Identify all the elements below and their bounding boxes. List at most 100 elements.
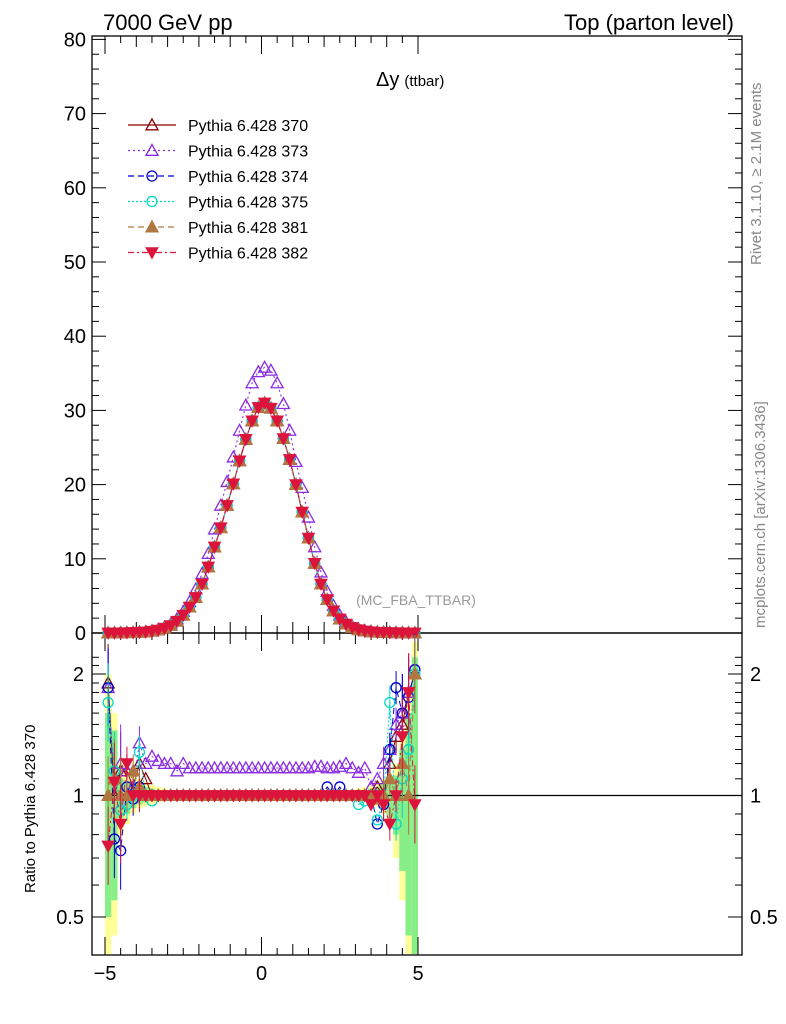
ratio-point: [382, 818, 397, 832]
mcplots-label: mcplots.cern.ch [arXiv:1306.3436]: [752, 401, 769, 628]
data-point: [201, 561, 216, 574]
ratio-series-s382: [101, 653, 422, 886]
legend-marker: [145, 247, 159, 260]
ratio-point: [357, 790, 372, 803]
ratio-point: [371, 814, 383, 826]
data-point: [270, 415, 284, 428]
ratio-point: [288, 760, 304, 774]
data-point: [270, 375, 285, 389]
ratio-point: [388, 717, 404, 730]
ratio-point: [151, 753, 166, 767]
y-tick-label: 40: [64, 326, 86, 348]
ratio-point: [194, 760, 210, 774]
data-point: [232, 455, 247, 468]
ratio-point: [163, 756, 178, 769]
data-point: [245, 415, 259, 428]
ratio-point: [251, 760, 266, 774]
data-point: [213, 522, 228, 535]
data-point: [251, 364, 266, 378]
ratio-point: [188, 760, 203, 774]
ratio-point: [245, 760, 260, 774]
ratio-point: [401, 687, 416, 700]
data-point: [307, 557, 322, 571]
legend-label: Pythia 6.428 370: [188, 118, 308, 135]
y-tick-label: 80: [64, 29, 86, 51]
data-point: [263, 362, 278, 376]
legend-marker: [144, 117, 160, 131]
y-tick-label: 50: [64, 252, 86, 274]
ratio-point: [401, 788, 416, 801]
ratio-y-axis: 0.5 0.5 1 1 2 2: [56, 656, 778, 929]
data-point: [276, 433, 291, 446]
ratio-tick-label-left: 2: [73, 664, 84, 686]
legend-label: Pythia 6.428 382: [188, 246, 308, 263]
ratio-point: [384, 696, 396, 709]
ratio-tick-label-right: 1: [750, 786, 761, 808]
x-tick-label: 0: [256, 963, 267, 985]
data-point: [282, 423, 297, 436]
ratio-series-s375: [102, 634, 421, 850]
legend-marker: [144, 143, 160, 156]
ratio-series-line: [107, 673, 416, 797]
ratio-point: [389, 790, 403, 803]
ratio-point: [382, 771, 397, 785]
ratio-tick-label-right: 2: [750, 664, 761, 686]
data-point: [220, 500, 234, 513]
ratio-point: [226, 760, 241, 774]
ratio-point: [402, 743, 415, 756]
ratio-point: [313, 759, 329, 772]
y-tick-label: 0: [75, 623, 86, 645]
y-tick-label: 30: [64, 400, 86, 422]
ratio-point: [232, 760, 247, 774]
ratio-ylabel: Ratio to Pythia 6.428 370: [22, 725, 39, 893]
ratio-point: [257, 760, 272, 774]
ratio-point: [263, 760, 278, 774]
ratio-point: [101, 788, 116, 801]
data-point: [239, 434, 253, 447]
x-tick-label: −5: [94, 963, 117, 985]
data-point: [238, 397, 253, 411]
ratio-series-s374: [102, 634, 421, 890]
ratio-point: [169, 763, 185, 777]
data-point: [276, 396, 291, 410]
data-point: [301, 532, 316, 546]
data-point: [408, 627, 422, 640]
ratio-point: [276, 760, 291, 774]
legend-label: Pythia 6.428 374: [188, 169, 308, 186]
ratio-point: [102, 696, 114, 709]
header-left-label: 7000 GeV pp: [103, 10, 233, 35]
data-point: [264, 402, 278, 416]
ratio-point: [357, 760, 372, 774]
ratio-point: [282, 760, 297, 774]
ratio-point: [345, 760, 360, 774]
legend-label: Pythia 6.428 373: [188, 144, 308, 161]
legend-label: Pythia 6.428 381: [188, 220, 308, 237]
ratio-point: [138, 756, 153, 769]
data-point: [163, 620, 178, 633]
ratio-point: [107, 776, 122, 790]
ratio-point: [144, 749, 160, 762]
data-point: [295, 506, 310, 520]
rivet-label: Rivet 3.1.10, ≥ 2.1M events: [748, 83, 765, 266]
data-point: [188, 592, 203, 605]
ratio-point: [270, 760, 285, 774]
data-point: [182, 601, 197, 615]
ratio-point: [376, 756, 391, 769]
ratio-point: [390, 682, 402, 694]
plot-title-main: Δy: [376, 69, 399, 91]
header-right-label: Top (parton level): [564, 10, 734, 35]
ratio-point: [176, 756, 191, 769]
ratio-point: [395, 731, 410, 744]
ratio-point: [219, 760, 235, 774]
data-point: [201, 546, 216, 560]
data-point: [257, 360, 272, 373]
ratio-point: [133, 746, 146, 758]
data-point: [232, 423, 247, 436]
ratio-point: [408, 799, 422, 812]
ratio-point: [338, 756, 354, 769]
ratio-point: [238, 760, 253, 774]
ratio-point: [332, 759, 347, 772]
y-tick-label: 20: [64, 475, 86, 497]
legend-marker: [144, 219, 160, 233]
